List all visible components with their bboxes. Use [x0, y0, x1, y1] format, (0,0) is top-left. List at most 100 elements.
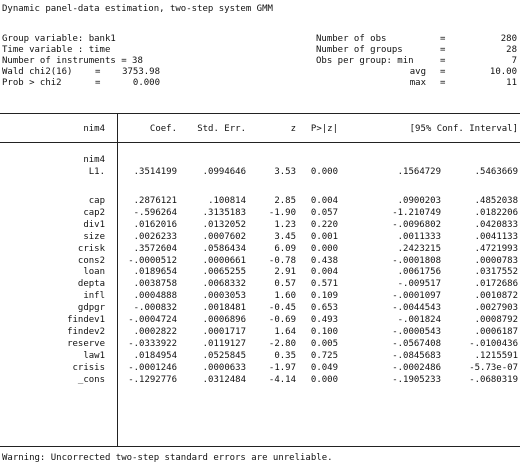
row-variable: law1 — [83, 350, 105, 361]
row-variable: _cons — [77, 374, 105, 385]
table-cell: -.001824 — [397, 315, 441, 325]
table-cell: 0.000 — [310, 243, 338, 254]
header-right-value: 28 — [506, 45, 517, 55]
table-cell: -.009517 — [397, 279, 441, 290]
table-cell: -4.14 — [268, 374, 296, 385]
table-cell: .0000661 — [202, 255, 246, 266]
row-variable: gdpgr — [77, 303, 105, 314]
table-cell: .0182206 — [474, 207, 518, 218]
group-label: nim4 — [83, 155, 105, 165]
table-cell: .0010872 — [474, 291, 518, 302]
table-cell: .0003053 — [202, 291, 246, 302]
row-variable: L1. — [88, 167, 105, 177]
table-cell: 1.64 — [274, 326, 296, 337]
table-cell: 0.100 — [310, 326, 338, 337]
table-cell: 0.057 — [310, 207, 338, 218]
table-cell: .2423215 — [397, 243, 441, 254]
table-cell: -.0333922 — [128, 338, 177, 349]
table-cell: .5463669 — [474, 167, 518, 177]
page-title: Dynamic panel-data estimation, two-step … — [2, 4, 273, 14]
table-cell: -0.69 — [268, 315, 296, 325]
table-cell: .1564729 — [397, 167, 441, 177]
table-cell: -.0002486 — [392, 362, 441, 373]
table-cell: -.0001808 — [392, 255, 441, 266]
table-cell: -.0004724 — [128, 315, 177, 325]
table-cell: -1.210749 — [392, 207, 441, 218]
row-variable: div1 — [83, 219, 105, 230]
table-cell: 3.53 — [274, 167, 296, 177]
header-right-value: 7 — [511, 56, 517, 66]
table-cell: .0018481 — [202, 303, 246, 314]
table-cell: -.1905233 — [392, 374, 441, 385]
table-cell: 6.09 — [274, 243, 296, 254]
table-cell: .0317552 — [474, 267, 518, 278]
table-cell: 0.000 — [310, 374, 338, 385]
row-variable: cons2 — [77, 255, 105, 266]
table-cell: .0006187 — [474, 326, 518, 337]
table-cell: -.0845683 — [392, 350, 441, 361]
table-cell: .1215591 — [474, 350, 518, 361]
table-cell: .0000633 — [202, 362, 246, 373]
table-cell: 0.220 — [310, 219, 338, 230]
row-variable: loan — [83, 267, 105, 278]
table-cell: .0061756 — [397, 267, 441, 278]
header-right-label: Obs per group: min — [316, 56, 414, 66]
table-cell: -.1292776 — [128, 374, 177, 385]
header-right-value: 280 — [500, 34, 517, 44]
table-cell: .0312484 — [202, 374, 246, 385]
table-cell: .0119127 — [202, 338, 246, 349]
header-right-eq: = — [440, 45, 446, 55]
table-cell: 0.57 — [274, 279, 296, 290]
header-left-label: Number of instruments = 38 — [2, 56, 143, 66]
table-cell: -1.90 — [268, 207, 296, 218]
header-left-eq: = — [95, 78, 101, 88]
table-cell: .0004888 — [133, 291, 177, 302]
table-bottom-rule — [0, 446, 520, 447]
table-cell: .0008792 — [474, 315, 518, 325]
table-cell: .0026233 — [133, 231, 177, 242]
table-cell: 0.000 — [310, 167, 338, 177]
table-cell: 0.005 — [310, 338, 338, 349]
table-cell: 0.571 — [310, 279, 338, 290]
row-variable: cap2 — [83, 207, 105, 218]
header-right-label: max — [409, 78, 426, 88]
table-cell: -.0567408 — [392, 338, 441, 349]
row-variable: reserve — [67, 338, 105, 349]
header-left-label: Time variable : time — [2, 45, 111, 55]
table-cell: .0000783 — [474, 255, 518, 266]
table-cell: .0038758 — [133, 279, 177, 290]
table-cell: 0.493 — [310, 315, 338, 325]
table-cell: -.0680319 — [469, 374, 518, 385]
col-header-2: Std. Err. — [197, 124, 246, 134]
table-cell: -5.73e-07 — [469, 362, 518, 373]
table-cell: .0994646 — [202, 167, 246, 177]
table-cell: .3135183 — [202, 207, 246, 218]
table-cell: .0132052 — [202, 219, 246, 230]
table-cell: .2876121 — [133, 196, 177, 206]
header-left-label: Prob > chi2 — [2, 78, 62, 88]
row-variable: infl — [83, 291, 105, 302]
header-left-value: 3753.98 — [122, 67, 160, 77]
table-cell: -0.45 — [268, 303, 296, 314]
table-cell: .0900203 — [397, 196, 441, 206]
table-cell: .0006896 — [202, 315, 246, 325]
header-right-value: 10.00 — [489, 67, 517, 77]
table-cell: .0162016 — [133, 219, 177, 230]
col-header-5: [95% Conf. Interval] — [409, 124, 518, 134]
row-variable: findev2 — [67, 326, 105, 337]
table-cell: 1.60 — [274, 291, 296, 302]
table-cell: .0525845 — [202, 350, 246, 361]
table-cell: 0.001 — [310, 231, 338, 242]
table-cell: .0002822 — [133, 326, 177, 337]
header-left-eq: = — [95, 67, 101, 77]
table-cell: -.0100436 — [469, 338, 518, 349]
table-cell: .0172686 — [474, 279, 518, 290]
header-rule — [0, 142, 520, 143]
table-cell: .3572604 — [133, 243, 177, 254]
table-cell: .0041133 — [474, 231, 518, 242]
table-top-rule — [0, 113, 520, 114]
header-right-eq: = — [440, 34, 446, 44]
table-cell: 1.23 — [274, 219, 296, 230]
table-cell: 0.725 — [310, 350, 338, 361]
table-cell: 0.049 — [310, 362, 338, 373]
